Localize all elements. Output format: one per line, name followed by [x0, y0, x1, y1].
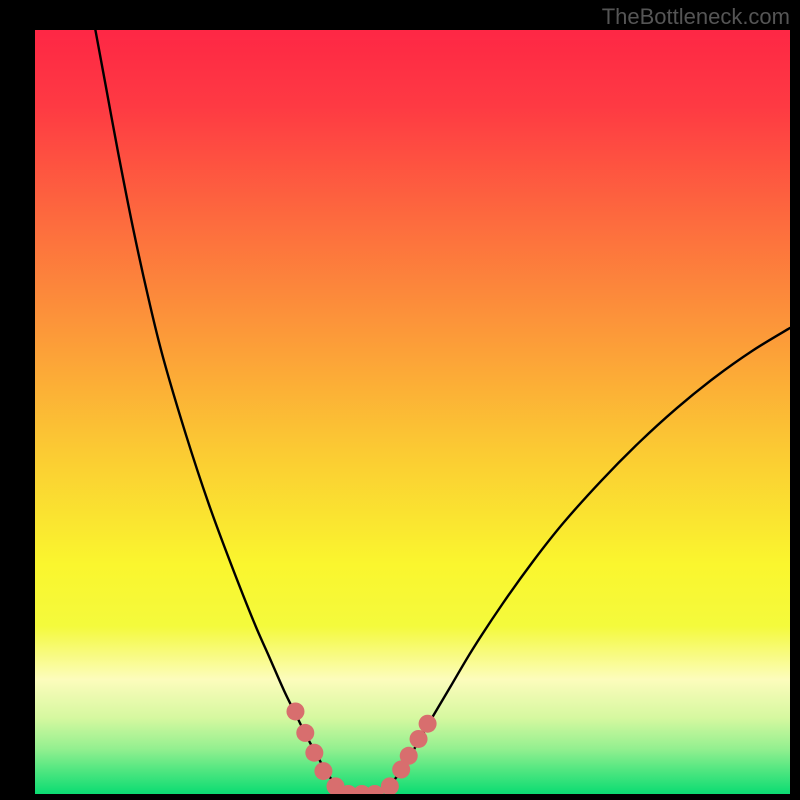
marker-point	[286, 702, 304, 720]
plot-svg	[35, 30, 790, 794]
chart-container: TheBottleneck.com	[0, 0, 800, 800]
marker-point	[419, 715, 437, 733]
plot-area	[35, 30, 790, 794]
marker-point	[296, 724, 314, 742]
marker-point	[305, 744, 323, 762]
marker-point	[410, 730, 428, 748]
watermark-text: TheBottleneck.com	[602, 4, 790, 30]
marker-point	[314, 762, 332, 780]
gradient-background	[35, 30, 790, 794]
marker-point	[400, 747, 418, 765]
